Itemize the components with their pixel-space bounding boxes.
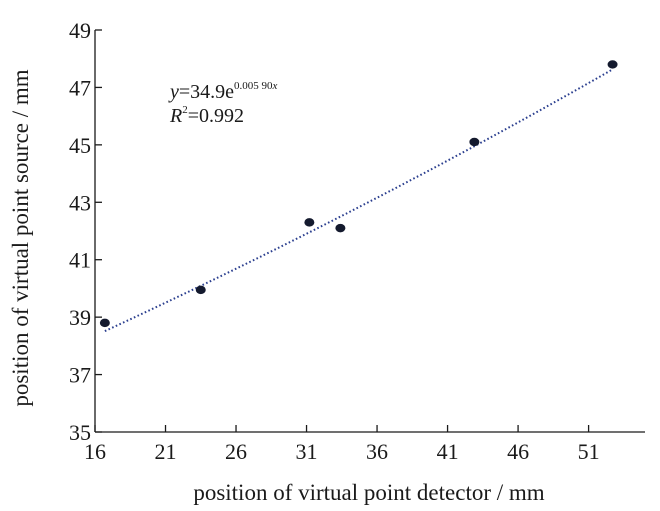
- x-tick-label: 36: [366, 439, 388, 464]
- axes: [94, 30, 645, 433]
- y-tick-label: 47: [69, 75, 91, 100]
- y-tick-label: 45: [69, 133, 91, 158]
- r-squared-annotation: R2=0.992: [169, 104, 244, 127]
- data-points: [99, 60, 618, 328]
- x-tick-label: 46: [507, 439, 529, 464]
- equation-y: y: [168, 81, 179, 103]
- r2-value: =0.992: [188, 105, 244, 127]
- data-point: [335, 223, 346, 233]
- x-tick-label: 31: [296, 439, 318, 464]
- data-point: [304, 218, 315, 227]
- y-axis-title: position of virtual point source / mm: [8, 69, 33, 406]
- y-tick-label: 41: [69, 248, 91, 273]
- data-point: [607, 60, 618, 69]
- y-tick-label: 37: [69, 363, 91, 388]
- x-axis-title: position of virtual point detector / mm: [193, 480, 544, 505]
- y-tick-label: 39: [69, 305, 91, 330]
- y-axis-ticks: 35 37 39 41 43 45 47 49: [69, 18, 102, 445]
- equation-annotation: y=34.9e0.005 90x: [168, 80, 278, 103]
- equation-exponent: 0.005 90: [234, 80, 273, 92]
- y-tick-label: 43: [69, 190, 91, 215]
- x-tick-label: 51: [578, 439, 600, 464]
- x-tick-label: 26: [225, 439, 247, 464]
- equation-body: =34.9e: [179, 81, 234, 103]
- trendline: [104, 68, 614, 333]
- r2-symbol: R: [169, 105, 182, 127]
- data-point: [195, 285, 206, 295]
- x-axis-ticks: 16 21 26 31 36 41 46 51: [84, 425, 600, 464]
- data-point: [469, 137, 480, 147]
- x-tick-label: 16: [84, 439, 106, 464]
- r2-superscript: 2: [182, 104, 188, 116]
- y-tick-label: 35: [69, 420, 91, 445]
- x-tick-label: 41: [437, 439, 459, 464]
- y-tick-label: 49: [69, 18, 91, 43]
- data-point: [99, 318, 110, 328]
- x-tick-label: 21: [155, 439, 177, 464]
- equation-exponent-var: x: [272, 80, 278, 92]
